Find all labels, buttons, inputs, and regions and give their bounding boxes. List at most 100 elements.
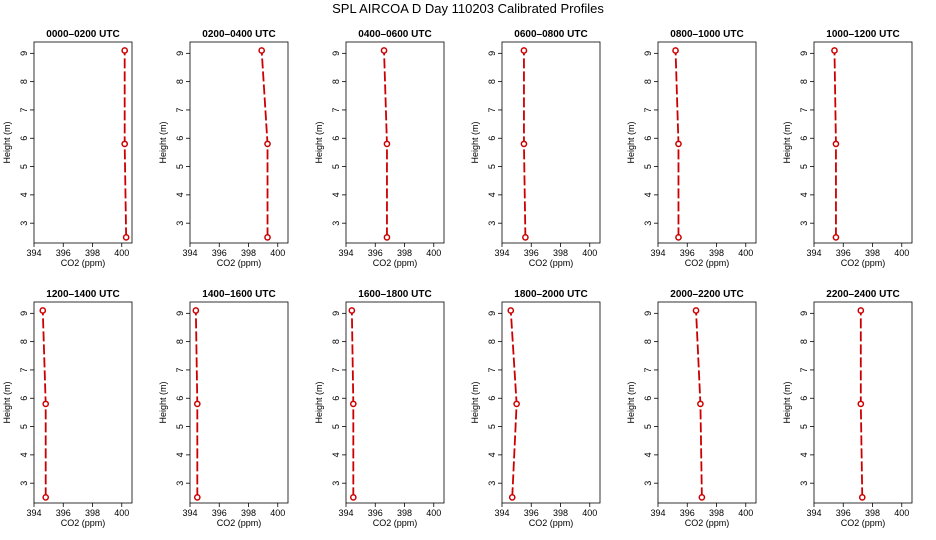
profile-point <box>42 493 50 501</box>
x-tick-label: 396 <box>524 248 539 258</box>
x-axis-label: CO2 (ppm) <box>373 258 418 268</box>
x-tick-label: 398 <box>85 508 100 518</box>
x-tick-label: 400 <box>270 248 285 258</box>
profile-panel: 2000–2200 UTC 394 396 398 400 3 4 5 6 7 8 9 CO2 (ppm… <box>626 289 757 528</box>
y-tick-label: 7 <box>19 107 29 112</box>
y-tick-label: 5 <box>19 164 29 169</box>
y-axis-label: Height (m) <box>626 121 636 163</box>
x-tick-label: 400 <box>894 248 909 258</box>
panel-title: 1000–1200 UTC <box>826 29 899 40</box>
profile-point <box>349 493 357 501</box>
profile-panel: 0600–0800 UTC 394 396 398 400 3 4 5 6 7 8 9 CO2 (ppm… <box>470 29 601 268</box>
profile-point <box>697 400 704 408</box>
y-tick-label: 6 <box>799 396 809 401</box>
profile-point <box>348 307 356 314</box>
profile-point <box>520 140 528 148</box>
profile-point <box>831 47 838 54</box>
figure-title: SPL AIRCOA D Day 110203 Calibrated Profi… <box>332 1 604 16</box>
x-tick-label: 394 <box>182 508 197 518</box>
plot-frame <box>33 41 133 244</box>
y-tick-label: 4 <box>19 452 29 457</box>
y-tick-label: 4 <box>643 452 653 457</box>
x-axis-label: CO2 (ppm) <box>217 518 262 528</box>
x-tick-label: 398 <box>85 248 100 258</box>
y-tick-label: 5 <box>799 164 809 169</box>
y-axis-label: Height (m) <box>314 121 324 163</box>
y-tick-label: 3 <box>331 221 341 226</box>
x-tick-label: 396 <box>680 508 695 518</box>
x-tick-label: 400 <box>582 248 597 258</box>
y-axis-label: Height (m) <box>782 381 792 423</box>
x-tick-label: 396 <box>680 248 695 258</box>
x-axis-label: CO2 (ppm) <box>61 518 106 528</box>
panel-title: 2200–2400 UTC <box>826 289 899 300</box>
y-tick-label: 6 <box>643 136 653 141</box>
y-axis-label: Height (m) <box>2 381 12 423</box>
plot-frame <box>189 41 289 244</box>
y-tick-label: 3 <box>487 481 497 486</box>
y-tick-label: 9 <box>331 51 341 56</box>
y-tick-label: 4 <box>643 192 653 197</box>
x-tick-label: 394 <box>650 508 665 518</box>
y-tick-label: 7 <box>175 367 185 372</box>
y-tick-label: 9 <box>19 311 29 316</box>
y-tick-label: 7 <box>19 367 29 372</box>
y-tick-label: 9 <box>175 51 185 56</box>
y-tick-label: 8 <box>487 339 497 344</box>
x-tick-label: 400 <box>114 508 129 518</box>
profile-point <box>258 47 266 54</box>
y-tick-label: 6 <box>175 396 185 401</box>
y-tick-label: 6 <box>799 136 809 141</box>
profile-point <box>675 140 682 148</box>
y-axis-label: Height (m) <box>626 381 636 423</box>
y-tick-label: 9 <box>643 51 653 56</box>
y-tick-label: 8 <box>175 79 185 84</box>
y-tick-label: 4 <box>799 452 809 457</box>
profile-point <box>193 493 201 501</box>
y-tick-label: 3 <box>175 221 185 226</box>
plot-frame <box>345 41 445 244</box>
plot-frame <box>501 301 601 504</box>
y-tick-label: 5 <box>331 164 341 169</box>
x-tick-label: 396 <box>836 248 851 258</box>
x-tick-label: 398 <box>241 248 256 258</box>
profile-point <box>832 140 840 148</box>
x-tick-label: 394 <box>806 248 821 258</box>
x-tick-label: 396 <box>368 508 383 518</box>
x-tick-label: 394 <box>494 248 509 258</box>
y-tick-label: 5 <box>643 164 653 169</box>
x-tick-label: 398 <box>865 248 880 258</box>
y-tick-label: 8 <box>799 339 809 344</box>
x-tick-label: 394 <box>650 248 665 258</box>
profile-point <box>383 233 391 241</box>
x-tick-label: 398 <box>241 508 256 518</box>
y-tick-label: 4 <box>175 452 185 457</box>
profile-point <box>39 307 47 314</box>
x-tick-label: 396 <box>212 508 227 518</box>
x-tick-label: 400 <box>738 508 753 518</box>
x-axis-label: CO2 (ppm) <box>841 518 886 528</box>
y-tick-label: 6 <box>175 136 185 141</box>
y-tick-label: 7 <box>175 107 185 112</box>
y-tick-label: 3 <box>19 481 29 486</box>
y-tick-label: 6 <box>487 396 497 401</box>
profile-point <box>383 140 391 148</box>
y-tick-label: 5 <box>331 424 341 429</box>
y-tick-label: 8 <box>19 79 29 84</box>
profile-point <box>692 307 700 314</box>
y-tick-label: 3 <box>487 221 497 226</box>
plot-frame <box>657 301 757 504</box>
y-tick-label: 8 <box>331 339 341 344</box>
y-tick-label: 9 <box>643 311 653 316</box>
x-tick-label: 398 <box>709 248 724 258</box>
y-axis-label: Height (m) <box>470 121 480 163</box>
x-tick-label: 400 <box>894 508 909 518</box>
plot-frame <box>33 301 133 504</box>
y-tick-label: 6 <box>19 396 29 401</box>
y-axis-label: Height (m) <box>158 381 168 423</box>
x-axis-label: CO2 (ppm) <box>841 258 886 268</box>
profile-point <box>264 140 271 148</box>
y-tick-label: 4 <box>799 192 809 197</box>
y-tick-label: 7 <box>799 367 809 372</box>
